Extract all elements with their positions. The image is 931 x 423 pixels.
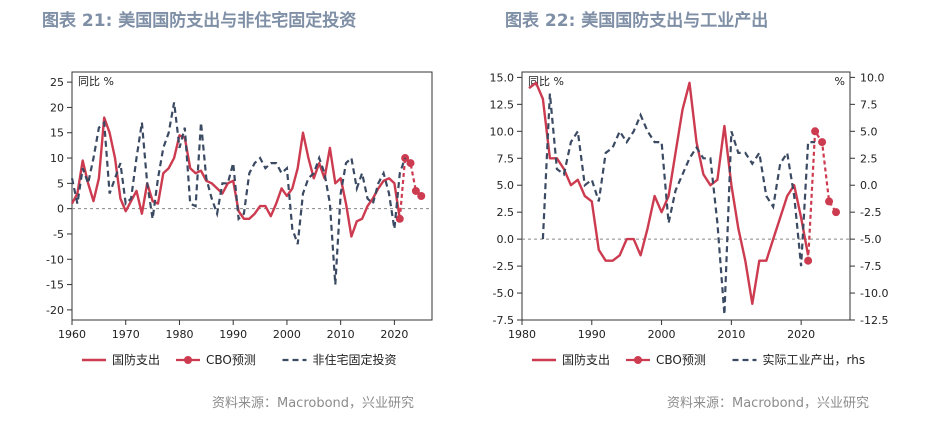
legend-label-0: 国防支出: [562, 352, 610, 367]
cbo-forecast-point: [406, 159, 415, 168]
x-tick-label: 1980: [165, 328, 193, 341]
legend-label-1: CBO预测: [206, 353, 256, 367]
y-tick-label: 0: [57, 203, 64, 216]
left-source-note: 资料来源：Macrobond，兴业研究: [212, 396, 415, 411]
y-tick-label: 7.5: [497, 152, 515, 165]
y-right-tick-label: 10.0: [860, 71, 885, 84]
y-right-tick-label: -2.5: [860, 206, 881, 219]
y-tick-label: -7.5: [493, 314, 514, 327]
cbo-forecast-point: [818, 138, 827, 147]
x-tick-label: 2000: [648, 328, 676, 341]
y-tick-label: 10: [50, 152, 64, 165]
x-tick-label: 2010: [717, 328, 745, 341]
y-tick-label: 25: [50, 76, 64, 89]
cbo-forecast-point: [832, 208, 841, 217]
y-unit-label: 同比 %: [78, 75, 114, 88]
y-tick-label: 12.5: [490, 98, 515, 111]
cbo-forecast-point: [804, 256, 813, 265]
series-line-2: [541, 93, 816, 315]
y-tick-label: -10: [46, 253, 64, 266]
x-tick-label: 1990: [219, 328, 247, 341]
y-right-tick-label: 7.5: [860, 98, 878, 111]
y-right-tick-label: 5.0: [860, 125, 878, 138]
y-tick-label: 5: [57, 177, 64, 190]
legend-swatch-marker-1: [184, 356, 192, 364]
y-tick-label: -15: [46, 279, 64, 292]
x-tick-label: 1960: [58, 328, 86, 341]
series-line-1: [807, 127, 837, 261]
y-tick-label: 2.5: [497, 206, 515, 219]
y-tick-label: -20: [46, 304, 64, 317]
cbo-forecast-point: [411, 186, 420, 195]
x-tick-label: 2020: [787, 328, 815, 341]
x-tick-label: 1990: [578, 328, 606, 341]
y-tick-label: -2.5: [493, 260, 514, 273]
y-right-tick-label: 2.5: [860, 152, 878, 165]
legend-label-2: 非住宅固定投资: [313, 352, 397, 367]
left-chart-title: 图表 21: 美国国防支出与非住宅固定投资: [42, 11, 357, 31]
right-source-note: 资料来源：Macrobond，兴业研究: [667, 396, 870, 411]
cbo-forecast-point: [811, 127, 820, 136]
y-tick-label: 15: [50, 127, 64, 140]
y-tick-label: 5.0: [497, 179, 515, 192]
x-tick-label: 1980: [508, 328, 536, 341]
y-right-tick-label: -5.0: [860, 233, 881, 246]
y-tick-label: 10.0: [490, 125, 515, 138]
x-tick-label: 2010: [327, 328, 355, 341]
y-right-unit-label: %: [835, 75, 845, 88]
left-chart: -20 -15 -10 -5 0 5 10 15 20 25 1960 1970 1980 1990 200…: [46, 71, 433, 367]
legend-label-2: 实际工业产出，rhs: [763, 352, 866, 367]
legend-swatch-marker-1: [634, 356, 642, 364]
y-tick-label: 15.0: [490, 71, 515, 84]
plot-frame: [521, 71, 851, 321]
y-right-tick-label: -12.5: [860, 314, 888, 327]
x-tick-label: 2020: [380, 328, 408, 341]
series-line-0: [70, 116, 401, 238]
series-line-2: [70, 102, 407, 285]
y-tick-label: 20: [50, 101, 64, 114]
legend-label-0: 国防支出: [112, 352, 160, 367]
cbo-forecast-point: [825, 197, 834, 206]
plot-frame: [71, 71, 433, 321]
y-right-tick-label: -10.0: [860, 287, 888, 300]
y-right-tick-label: 0.0: [860, 179, 878, 192]
cbo-forecast-point: [395, 214, 404, 223]
series-line-0: [528, 81, 810, 305]
right-chart: -7.5 -5.0 -2.5 0.0 2.5 5.0 7.5 10.0 12.5 15.0 -12.…: [490, 71, 889, 367]
y-tick-label: 0.0: [497, 233, 515, 246]
y-tick-label: -5.0: [493, 287, 514, 300]
cbo-forecast-point: [417, 192, 426, 200]
y-right-tick-label: -7.5: [860, 260, 881, 273]
x-tick-label: 1970: [112, 328, 140, 341]
right-chart-title: 图表 22: 美国国防支出与工业产出: [505, 11, 769, 31]
legend-label-1: CBO预测: [656, 353, 706, 367]
x-tick-label: 2000: [273, 328, 301, 341]
y-tick-label: -5: [53, 228, 64, 241]
